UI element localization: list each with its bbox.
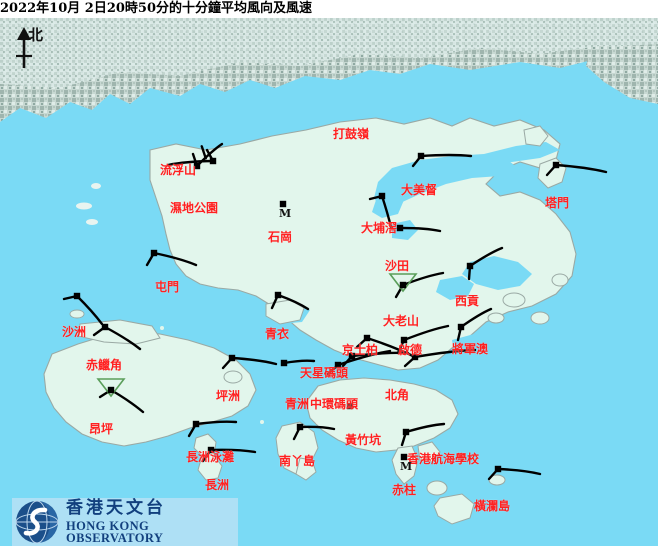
highland-triangle-marker: [96, 378, 126, 398]
barb-shaft: [103, 325, 142, 351]
station-label[interactable]: 塔門: [545, 196, 570, 210]
station-dot[interactable]: [280, 359, 288, 367]
station-dot[interactable]: [207, 446, 215, 454]
north-label: 北: [28, 26, 44, 44]
station-label[interactable]: 將軍澳: [452, 342, 489, 356]
station-dot[interactable]: [400, 453, 408, 461]
station-label[interactable]: 橫瀾島: [474, 499, 511, 513]
barb-shaft: [209, 448, 257, 454]
station-label[interactable]: 大老山: [383, 314, 420, 328]
lantau-island: [43, 309, 257, 447]
station-dot[interactable]: [411, 353, 419, 361]
station-dot[interactable]: [348, 352, 356, 360]
station-dot[interactable]: [402, 428, 410, 436]
barb-shaft: [413, 348, 477, 359]
station-dot[interactable]: [396, 224, 404, 232]
station-label[interactable]: 西貢: [455, 294, 480, 308]
page-title: 2022年10月 2日20時50分的十分鐘平均風向及風速: [0, 0, 658, 18]
station-dot[interactable]: [101, 323, 109, 331]
station-dot[interactable]: [378, 192, 386, 200]
barb-shaft: [402, 324, 450, 342]
hko-globe-icon: [15, 500, 59, 544]
station-label[interactable]: 赤柱: [392, 483, 417, 497]
station-label[interactable]: 北角: [385, 388, 410, 402]
logo-en-text: HONG KONG OBSERVATORY: [66, 518, 164, 545]
station-dot[interactable]: [363, 334, 371, 342]
station-label[interactable]: 南丫島: [279, 454, 316, 468]
barb-shaft: [496, 467, 542, 476]
station-label[interactable]: 赤鱲角: [86, 358, 123, 372]
station-dot[interactable]: [279, 200, 287, 208]
station-label[interactable]: 沙田: [385, 259, 410, 273]
station-dot[interactable]: [346, 402, 354, 410]
barb-feather-full: [200, 145, 207, 160]
station-label[interactable]: 昂坪: [89, 422, 114, 436]
station-dot[interactable]: [193, 162, 201, 170]
barb-shaft: [194, 420, 238, 426]
station-label[interactable]: 長洲泳灘: [186, 450, 235, 464]
station-label[interactable]: 中環碼頭: [310, 397, 359, 411]
barb-shaft: [166, 159, 215, 167]
station-dot[interactable]: [296, 423, 304, 431]
station-label[interactable]: 屯門: [155, 280, 180, 294]
station-label[interactable]: 流浮山: [160, 163, 197, 177]
logo-zh-text: 香港天文台: [66, 497, 166, 518]
map-canvas[interactable]: 北 打鼓嶺流浮山濕地公園 M 石崗 大美督塔門大埔滘沙田屯門西貢大老山沙洲赤鱲角 青衣京…: [0, 18, 658, 546]
barb-shaft: [419, 153, 473, 158]
hk-new-territories: [149, 117, 577, 371]
station-dot[interactable]: [150, 249, 158, 257]
station-dot[interactable]: [494, 465, 502, 473]
station-label[interactable]: 香港航海學校: [407, 452, 480, 466]
map-geometry: [0, 18, 658, 546]
station-label[interactable]: 長洲: [205, 478, 230, 492]
station-label[interactable]: 大埔滘: [361, 221, 398, 235]
station-label[interactable]: 石崗: [268, 230, 293, 244]
barb-shaft: [230, 356, 278, 366]
station-dot[interactable]: [466, 262, 474, 270]
station-dot[interactable]: [457, 323, 465, 331]
station-dot[interactable]: [228, 354, 236, 362]
hko-logo: 香港天文台 HONG KONG OBSERVATORY: [12, 498, 238, 546]
barb-shaft: [401, 271, 445, 287]
barb-shaft: [152, 251, 198, 267]
missing-data-flag: M: [400, 460, 413, 473]
station-label[interactable]: 天星碼頭: [300, 366, 349, 380]
station-dot[interactable]: [209, 157, 217, 165]
station-dot[interactable]: [399, 281, 407, 289]
station-label[interactable]: 大美督: [401, 183, 438, 197]
station-label[interactable]: 沙洲: [62, 325, 87, 339]
highland-triangle-marker: [388, 273, 418, 293]
station-dot[interactable]: [107, 386, 115, 394]
station-label[interactable]: 啟德: [398, 343, 423, 357]
station-dot[interactable]: [334, 361, 342, 369]
station-label[interactable]: 黃竹坑: [345, 433, 382, 447]
station-label[interactable]: 青衣: [265, 327, 290, 341]
barb-shaft: [404, 422, 446, 434]
station-dot[interactable]: [73, 292, 81, 300]
station-dot[interactable]: [552, 161, 560, 169]
station-dot[interactable]: [417, 152, 425, 160]
mainland-landmass: [0, 18, 658, 225]
station-dot[interactable]: [192, 420, 200, 428]
station-label[interactable]: 坪洲: [216, 389, 241, 403]
barb-shaft: [298, 425, 336, 431]
barb-shaft: [554, 163, 608, 174]
barb-shaft: [468, 246, 504, 268]
station-label[interactable]: 濕地公園: [170, 201, 219, 215]
station-label[interactable]: 京士柏: [342, 343, 379, 357]
wind-barb: [398, 226, 442, 233]
station-label[interactable]: 青洲: [285, 397, 310, 411]
station-marker-layer: [73, 152, 560, 473]
station-dot[interactable]: [400, 336, 408, 344]
station-label[interactable]: 打鼓嶺: [333, 127, 370, 141]
north-arrow: 北: [6, 26, 66, 72]
barb-shaft: [336, 349, 392, 367]
station-dot[interactable]: [274, 291, 282, 299]
hong-kong-island: [305, 377, 459, 485]
barb-shaft: [398, 226, 442, 233]
missing-data-flag: M: [279, 207, 292, 220]
